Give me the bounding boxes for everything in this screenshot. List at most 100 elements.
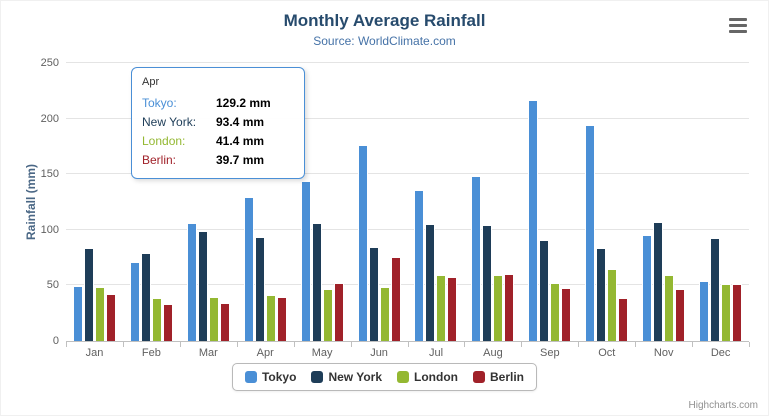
x-axis-label-jul: Jul — [428, 347, 444, 359]
column-new-york-jul[interactable] — [425, 224, 436, 341]
column-new-york-oct[interactable] — [596, 248, 607, 341]
x-axis-tick — [407, 342, 409, 347]
tooltip-series-value: 129.2 mm — [216, 96, 271, 110]
column-new-york-apr[interactable] — [254, 237, 265, 341]
tooltip-series-value: 93.4 mm — [216, 115, 265, 129]
month-group-apr — [237, 63, 294, 341]
column-tokyo-aug[interactable] — [471, 175, 482, 341]
column-new-york-mar[interactable] — [197, 231, 208, 341]
column-berlin-mar[interactable] — [219, 302, 230, 341]
column-london-apr[interactable] — [265, 294, 276, 341]
column-berlin-oct[interactable] — [618, 297, 629, 341]
column-berlin-aug[interactable] — [504, 273, 515, 341]
legend: Tokyo New York London Berlin — [1, 363, 768, 391]
column-london-feb[interactable] — [151, 297, 162, 341]
tooltip-series-name: Berlin: — [142, 153, 177, 167]
column-tokyo-dec[interactable] — [699, 280, 710, 341]
legend-box: Tokyo New York London Berlin — [231, 363, 538, 391]
column-tokyo-nov[interactable] — [642, 234, 653, 341]
column-london-nov[interactable] — [664, 275, 675, 341]
month-group-nov — [635, 63, 692, 341]
column-london-jan[interactable] — [94, 286, 105, 341]
column-berlin-apr[interactable] — [276, 296, 287, 341]
column-london-mar[interactable] — [208, 297, 219, 341]
chart-title: Monthly Average Rainfall — [283, 11, 486, 30]
column-london-oct[interactable] — [607, 268, 618, 341]
x-axis-label-jun: Jun — [370, 347, 388, 359]
credits-link[interactable]: Highcharts.com — [688, 400, 758, 411]
export-menu-button[interactable] — [724, 14, 752, 36]
column-tokyo-jan[interactable] — [72, 285, 83, 341]
tooltip-rows: Tokyo: 129.2 mm New York: 93.4 mm London: 41.… — [142, 94, 294, 170]
tooltip-series-value: 39.7 mm — [216, 153, 265, 167]
x-axis-tick — [749, 342, 750, 347]
column-london-jul[interactable] — [436, 275, 447, 341]
month-group-mar — [180, 63, 237, 341]
y-axis-label: 200 — [40, 112, 59, 125]
x-axis-tick — [350, 342, 352, 347]
legend-marker — [311, 371, 324, 383]
x-axis-label-may: May — [311, 347, 333, 359]
month-group-feb — [123, 63, 180, 341]
column-new-york-aug[interactable] — [482, 225, 493, 341]
x-axis-label-sep: Sep — [540, 347, 560, 359]
x-axis-tick — [578, 342, 580, 347]
column-tokyo-oct[interactable] — [585, 125, 596, 341]
month-group-jan — [66, 63, 123, 341]
tooltip-row-new-york: New York: 93.4 mm — [142, 113, 294, 132]
column-berlin-jul[interactable] — [447, 277, 458, 341]
column-tokyo-may[interactable] — [300, 180, 311, 341]
month-group-jul — [408, 63, 465, 341]
column-tokyo-apr[interactable] — [243, 197, 254, 341]
column-new-york-jan[interactable] — [83, 248, 94, 341]
column-berlin-may[interactable] — [333, 282, 344, 341]
tooltip-series-name: London: — [142, 134, 186, 148]
y-axis-label: 150 — [40, 168, 59, 181]
legend-marker — [473, 371, 485, 383]
x-axis-label-feb: Feb — [141, 347, 161, 359]
month-group-oct — [578, 63, 635, 341]
tooltip-series-name: Tokyo: — [142, 96, 177, 110]
legend-marker — [397, 371, 410, 383]
legend-item-london[interactable]: London — [397, 370, 458, 384]
column-london-jun[interactable] — [379, 287, 390, 341]
column-new-york-feb[interactable] — [140, 253, 151, 341]
column-new-york-may[interactable] — [311, 223, 322, 341]
column-new-york-dec[interactable] — [710, 238, 721, 341]
gridline — [66, 173, 749, 175]
legend-label: Tokyo — [261, 370, 297, 384]
column-berlin-jun[interactable] — [390, 257, 401, 341]
x-axis-tick — [692, 342, 694, 347]
column-london-may[interactable] — [322, 288, 333, 341]
burger-line — [729, 29, 747, 33]
column-tokyo-mar[interactable] — [186, 222, 197, 341]
column-london-aug[interactable] — [493, 274, 504, 341]
column-berlin-feb[interactable] — [162, 304, 173, 341]
legend-label: New York — [328, 370, 383, 384]
legend-marker — [244, 371, 257, 383]
column-berlin-dec[interactable] — [732, 284, 743, 341]
column-london-dec[interactable] — [721, 284, 732, 341]
column-berlin-jan[interactable] — [105, 293, 116, 341]
column-new-york-jun[interactable] — [368, 247, 379, 341]
column-london-sep[interactable] — [550, 282, 561, 341]
column-berlin-nov[interactable] — [675, 288, 686, 341]
column-tokyo-jun[interactable] — [357, 145, 368, 341]
tooltip-series-name: New York: — [142, 115, 197, 129]
column-berlin-sep[interactable] — [561, 288, 572, 341]
tooltip-row-berlin: Berlin: 39.7 mm — [142, 151, 294, 170]
x-axis-label-aug: Aug — [483, 347, 503, 359]
legend-item-new-york[interactable]: New York — [311, 370, 382, 384]
column-new-york-nov[interactable] — [653, 222, 664, 341]
legend-item-tokyo[interactable]: Tokyo — [244, 370, 297, 384]
column-tokyo-jul[interactable] — [414, 190, 425, 341]
chart-subtitle: Source: WorldClimate.com — [313, 34, 456, 48]
x-axis-label-mar: Mar — [198, 347, 218, 359]
column-new-york-sep[interactable] — [539, 239, 550, 341]
column-tokyo-feb[interactable] — [129, 261, 140, 341]
y-axis-labels: 0 50 100 150 200 250 — [1, 57, 59, 347]
column-tokyo-sep[interactable] — [528, 100, 539, 341]
legend-item-berlin[interactable]: Berlin — [473, 370, 524, 384]
gridline — [66, 284, 749, 286]
